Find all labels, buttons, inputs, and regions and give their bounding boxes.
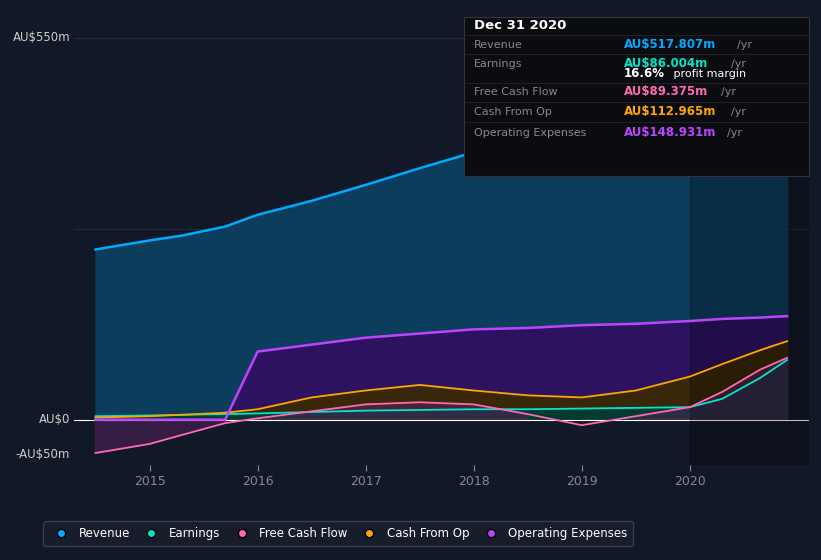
Text: AU$86.004m: AU$86.004m	[624, 57, 709, 70]
Text: /yr: /yr	[727, 128, 742, 138]
Text: AU$89.375m: AU$89.375m	[624, 85, 709, 98]
Text: /yr: /yr	[731, 107, 745, 117]
Text: /yr: /yr	[721, 87, 736, 97]
Legend: Revenue, Earnings, Free Cash Flow, Cash From Op, Operating Expenses: Revenue, Earnings, Free Cash Flow, Cash …	[44, 521, 634, 546]
Text: AU$148.931m: AU$148.931m	[624, 125, 717, 138]
Text: AU$550m: AU$550m	[12, 31, 71, 44]
Text: /yr: /yr	[737, 40, 752, 50]
Text: profit margin: profit margin	[670, 69, 746, 79]
Text: AU$112.965m: AU$112.965m	[624, 105, 717, 118]
Text: Earnings: Earnings	[474, 59, 522, 69]
Bar	[690, 17, 809, 465]
Text: Dec 31 2020: Dec 31 2020	[474, 19, 566, 32]
Text: 16.6%: 16.6%	[624, 67, 665, 80]
Text: Free Cash Flow: Free Cash Flow	[474, 87, 557, 97]
Text: Cash From Op: Cash From Op	[474, 107, 552, 117]
Text: -AU$50m: -AU$50m	[16, 448, 71, 461]
Text: /yr: /yr	[731, 59, 745, 69]
Text: Operating Expenses: Operating Expenses	[474, 128, 586, 138]
Text: Revenue: Revenue	[474, 40, 522, 50]
Text: AU$0: AU$0	[39, 413, 71, 426]
Text: AU$517.807m: AU$517.807m	[624, 38, 716, 50]
